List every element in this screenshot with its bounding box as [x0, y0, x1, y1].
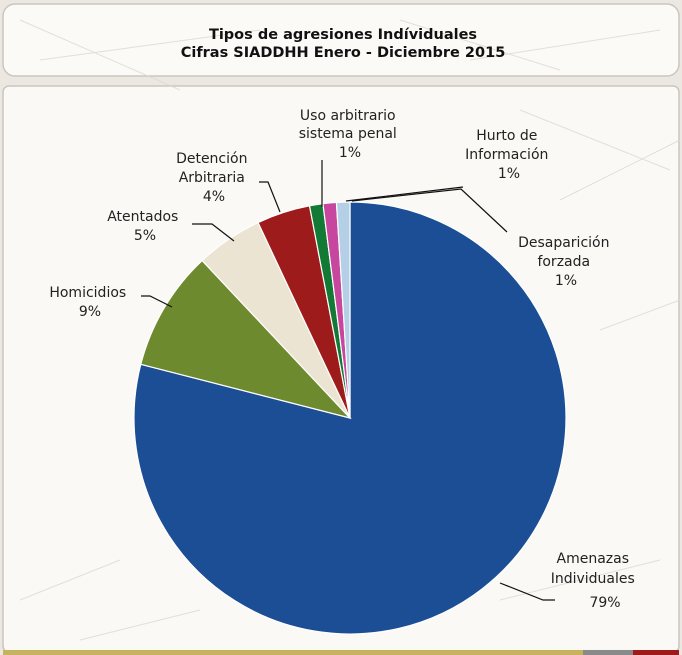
pie-slices	[133, 201, 567, 635]
leader-desaparicion	[351, 188, 508, 233]
leader-homicidios	[141, 295, 173, 308]
leader-hurto	[345, 186, 464, 202]
chart-title: Tipos de agresiones Indíviduales	[209, 27, 477, 43]
leader-lines	[141, 160, 555, 601]
bottom-accent-right	[633, 650, 679, 655]
label-atentados: Atentados 5%	[107, 209, 183, 244]
label-amenazas: Amenazas Individuales 79%	[551, 551, 640, 611]
slice-desaparicion-forzada	[335, 201, 351, 419]
leader-detencion	[259, 181, 281, 213]
slice-homicidios	[140, 259, 352, 420]
leader-amenazas	[499, 582, 555, 601]
chart-subtitle: Cifras SIADDHH Enero - Diciembre 2015	[181, 45, 506, 61]
label-desaparicion: Desaparición forzada 1%	[518, 235, 614, 289]
label-homicidios: Homicidios 9%	[49, 285, 130, 320]
bottom-accent-left	[3, 650, 583, 655]
label-uso: Uso arbitrario sistema penal 1%	[299, 108, 402, 161]
label-detencion: Detención Arbitraria 4%	[176, 151, 252, 205]
bottom-accent-mid	[583, 650, 633, 655]
background-pattern	[19, 19, 681, 641]
title-panel	[2, 3, 680, 77]
slice-labels: Amenazas Individuales 79% Homicidios 9% …	[49, 108, 640, 611]
leader-atentados	[192, 223, 235, 242]
label-hurto: Hurto de Información 1%	[465, 128, 553, 182]
